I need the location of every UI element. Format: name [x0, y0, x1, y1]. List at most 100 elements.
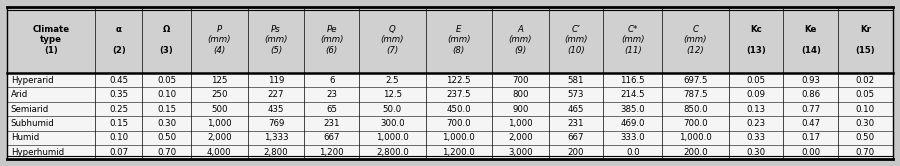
Text: 12.5: 12.5 — [382, 90, 402, 99]
Text: 0.50: 0.50 — [157, 133, 176, 142]
Text: 573: 573 — [568, 90, 584, 99]
Text: 1,000.0: 1,000.0 — [376, 133, 409, 142]
Text: 3,000: 3,000 — [508, 148, 533, 157]
Text: 0.05: 0.05 — [157, 76, 176, 85]
Text: 435: 435 — [268, 105, 284, 114]
Text: 469.0: 469.0 — [620, 119, 645, 128]
Text: 0.07: 0.07 — [109, 148, 128, 157]
Text: 1,000.0: 1,000.0 — [679, 133, 712, 142]
Text: 667: 667 — [323, 133, 340, 142]
Text: 0.70: 0.70 — [856, 148, 875, 157]
Text: 0.10: 0.10 — [856, 105, 875, 114]
Text: 450.0: 450.0 — [446, 105, 471, 114]
Text: 0.30: 0.30 — [856, 119, 875, 128]
Text: 0.35: 0.35 — [109, 90, 128, 99]
Text: 900: 900 — [512, 105, 528, 114]
Text: 0.00: 0.00 — [801, 148, 820, 157]
Text: 65: 65 — [326, 105, 338, 114]
Text: 465: 465 — [568, 105, 584, 114]
Text: Ps
(mm)
(5): Ps (mm) (5) — [265, 25, 288, 55]
Text: 214.5: 214.5 — [620, 90, 645, 99]
Text: 2,000: 2,000 — [508, 133, 533, 142]
Text: 850.0: 850.0 — [683, 105, 707, 114]
Text: 0.13: 0.13 — [746, 105, 766, 114]
Text: 2,000: 2,000 — [207, 133, 231, 142]
Text: 237.5: 237.5 — [446, 90, 471, 99]
Text: α

(2): α (2) — [112, 25, 125, 55]
Text: 119: 119 — [268, 76, 284, 85]
Text: 1,200.0: 1,200.0 — [443, 148, 475, 157]
Text: 0.30: 0.30 — [746, 148, 766, 157]
Text: Subhumid: Subhumid — [11, 119, 55, 128]
Text: 787.5: 787.5 — [683, 90, 707, 99]
Text: Climate
type
(1): Climate type (1) — [32, 25, 69, 55]
Text: 0.93: 0.93 — [801, 76, 820, 85]
Text: P
(mm)
(4): P (mm) (4) — [208, 25, 231, 55]
Text: 200.0: 200.0 — [683, 148, 707, 157]
Text: 2,800: 2,800 — [264, 148, 288, 157]
Text: Kr

(15): Kr (15) — [856, 25, 875, 55]
Text: 2.5: 2.5 — [385, 76, 399, 85]
Text: Humid: Humid — [11, 133, 39, 142]
Text: 0.15: 0.15 — [157, 105, 176, 114]
Text: 700.0: 700.0 — [683, 119, 707, 128]
Text: 0.86: 0.86 — [801, 90, 820, 99]
Text: E
(mm)
(8): E (mm) (8) — [447, 25, 471, 55]
Text: 0.77: 0.77 — [801, 105, 820, 114]
Text: 50.0: 50.0 — [382, 105, 402, 114]
Text: 0.10: 0.10 — [157, 90, 176, 99]
Bar — [7, 7, 893, 73]
Text: 116.5: 116.5 — [620, 76, 645, 85]
Text: 125: 125 — [212, 76, 228, 85]
Text: 0.0: 0.0 — [626, 148, 640, 157]
Text: 1,000: 1,000 — [508, 119, 533, 128]
Text: 667: 667 — [568, 133, 584, 142]
Text: 300.0: 300.0 — [380, 119, 405, 128]
Text: 6: 6 — [329, 76, 335, 85]
Text: 0.15: 0.15 — [109, 119, 128, 128]
Text: 23: 23 — [326, 90, 338, 99]
Text: Q
(mm)
(7): Q (mm) (7) — [381, 25, 404, 55]
Text: 800: 800 — [512, 90, 528, 99]
Text: Semiarid: Semiarid — [11, 105, 49, 114]
Text: 250: 250 — [212, 90, 228, 99]
Text: 500: 500 — [212, 105, 228, 114]
Text: 1,000: 1,000 — [207, 119, 231, 128]
Text: 0.05: 0.05 — [746, 76, 766, 85]
Text: 581: 581 — [568, 76, 584, 85]
Text: Hyperhumid: Hyperhumid — [11, 148, 64, 157]
Text: 0.10: 0.10 — [109, 133, 128, 142]
Text: 1,200: 1,200 — [320, 148, 344, 157]
Text: 769: 769 — [268, 119, 284, 128]
Text: Ω

(3): Ω (3) — [159, 25, 174, 55]
Text: C
(mm)
(12): C (mm) (12) — [684, 25, 707, 55]
Text: 0.23: 0.23 — [746, 119, 766, 128]
Text: 0.50: 0.50 — [856, 133, 875, 142]
Text: 122.5: 122.5 — [446, 76, 471, 85]
Text: Arid: Arid — [11, 90, 28, 99]
Text: Pe
(mm)
(6): Pe (mm) (6) — [320, 25, 344, 55]
Text: 1,000.0: 1,000.0 — [443, 133, 475, 142]
Text: Ke

(14): Ke (14) — [801, 25, 821, 55]
Text: 0.30: 0.30 — [157, 119, 176, 128]
Text: 4,000: 4,000 — [207, 148, 231, 157]
Text: 0.25: 0.25 — [109, 105, 128, 114]
Text: 0.70: 0.70 — [157, 148, 176, 157]
Text: A
(mm)
(9): A (mm) (9) — [508, 25, 532, 55]
Text: 0.17: 0.17 — [801, 133, 820, 142]
Text: 0.33: 0.33 — [746, 133, 766, 142]
Text: 2,800.0: 2,800.0 — [376, 148, 409, 157]
Text: 231: 231 — [323, 119, 340, 128]
Text: 385.0: 385.0 — [620, 105, 645, 114]
Text: C’
(mm)
(10): C’ (mm) (10) — [564, 25, 588, 55]
Text: 0.47: 0.47 — [801, 119, 820, 128]
Text: Hyperarid: Hyperarid — [11, 76, 53, 85]
Text: 700: 700 — [512, 76, 528, 85]
Text: 231: 231 — [568, 119, 584, 128]
Text: 700.0: 700.0 — [446, 119, 471, 128]
Text: 697.5: 697.5 — [683, 76, 707, 85]
Text: 0.09: 0.09 — [746, 90, 766, 99]
Text: 0.05: 0.05 — [856, 90, 875, 99]
Text: 227: 227 — [268, 90, 284, 99]
Text: Kc

(13): Kc (13) — [746, 25, 766, 55]
